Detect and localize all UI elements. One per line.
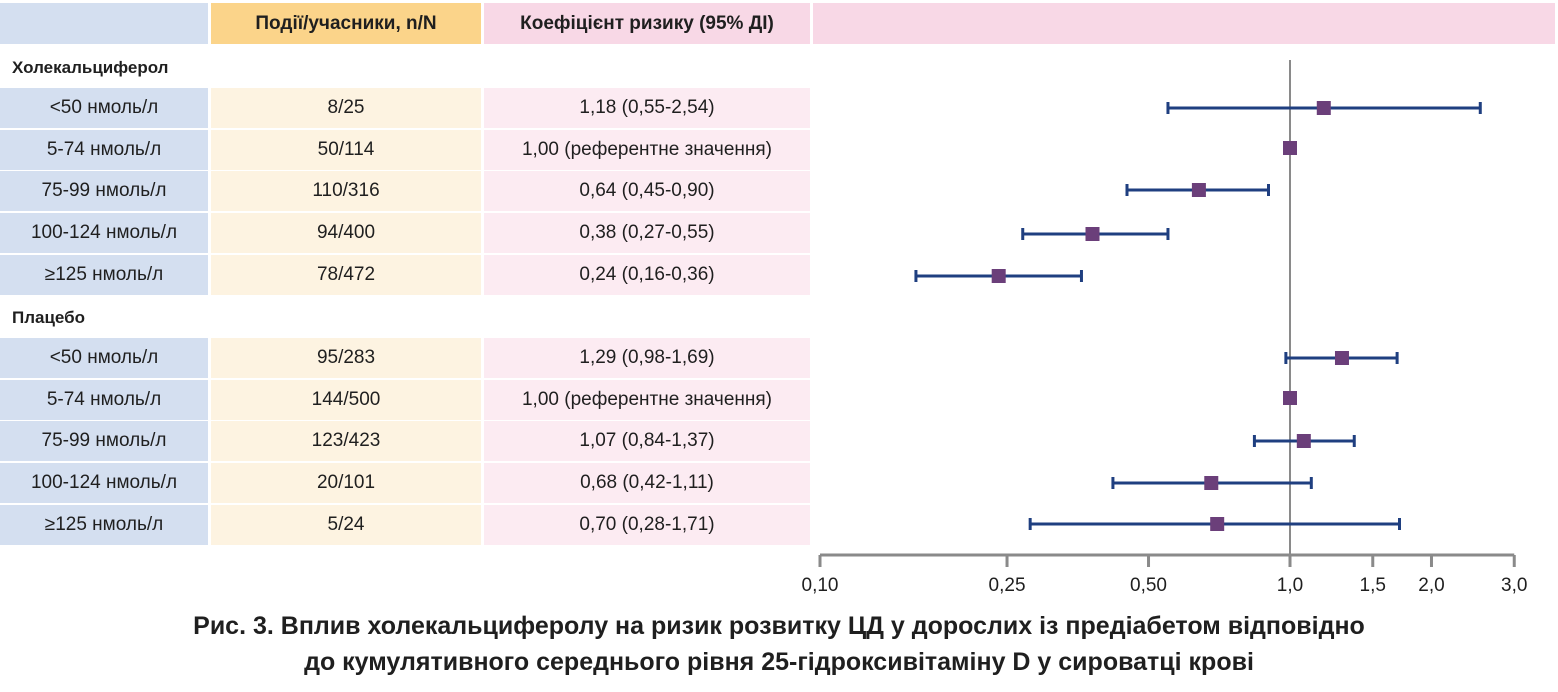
row-label: 5-74 нмоль/л (0, 380, 208, 420)
row-label: 100-124 нмоль/л (0, 463, 208, 503)
x-tick-label: 0,10 (802, 575, 839, 596)
header-plot-area (813, 3, 1555, 44)
point-estimate-marker (1296, 434, 1311, 448)
row-hazard-ratio: 1,00 (референтне значення) (484, 380, 810, 420)
row-hazard-ratio: 1,18 (0,55-2,54) (484, 88, 810, 128)
row-events: 94/400 (211, 213, 481, 253)
row-events: 50/114 (211, 130, 481, 170)
row-hazard-ratio: 0,68 (0,42-1,11) (484, 463, 810, 503)
group-label-cholecalciferol: Холекальциферол (12, 58, 169, 77)
point-estimate-marker (1334, 351, 1349, 365)
header-events: Події/учасники, n/N (211, 3, 481, 44)
row-hazard-ratio: 0,38 (0,27-0,55) (484, 213, 810, 253)
row-hazard-ratio: 0,24 (0,16-0,36) (484, 255, 810, 295)
row-hazard-ratio: 1,00 (референтне значення) (484, 130, 810, 170)
point-estimate-marker (991, 269, 1006, 283)
x-tick-label: 2,0 (1418, 575, 1444, 596)
row-events: 8/25 (211, 88, 481, 128)
row-events: 110/316 (211, 171, 481, 211)
point-estimate-marker (1191, 183, 1206, 197)
row-label: 75-99 нмоль/л (0, 171, 208, 211)
x-tick-label: 0,50 (1130, 575, 1167, 596)
x-tick-label: 1,0 (1277, 575, 1303, 596)
group-label-placebo: Плацебо (12, 308, 86, 327)
row-label: ≥125 нмоль/л (0, 255, 208, 295)
row-label: ≥125 нмоль/л (0, 505, 208, 545)
row-label: <50 нмоль/л (0, 88, 208, 128)
row-label: 100-124 нмоль/л (0, 213, 208, 253)
row-hazard-ratio: 1,29 (0,98-1,69) (484, 338, 810, 378)
point-estimate-marker (1316, 101, 1331, 115)
row-events: 95/283 (211, 338, 481, 378)
x-tick-label: 0,25 (989, 575, 1026, 596)
row-events: 5/24 (211, 505, 481, 545)
point-estimate-marker (1210, 517, 1225, 531)
row-label: 75-99 нмоль/л (0, 421, 208, 461)
figure-caption-line-2: до кумулятивного середнього рівня 25-гід… (304, 648, 1254, 676)
row-events: 144/500 (211, 380, 481, 420)
point-estimate-marker (1204, 476, 1219, 490)
row-hazard-ratio: 0,64 (0,45-0,90) (484, 171, 810, 211)
forest-plot: 0,10 0,25 0,50 1,0 1,5 2,0 3,0 (802, 60, 1527, 596)
header-hazard-ratio: Коефіцієнт ризику (95% ДІ) (484, 3, 810, 44)
row-label: <50 нмоль/л (0, 338, 208, 378)
row-hazard-ratio: 1,07 (0,84-1,37) (484, 421, 810, 461)
point-estimate-marker (1283, 141, 1297, 155)
row-label: 5-74 нмоль/л (0, 130, 208, 170)
x-tick-label: 1,5 (1360, 575, 1386, 596)
header-empty-cell (0, 3, 208, 44)
row-events: 20/101 (211, 463, 481, 503)
point-estimate-marker (1283, 391, 1297, 405)
x-tick-label: 3,0 (1501, 575, 1527, 596)
row-events: 123/423 (211, 421, 481, 461)
row-hazard-ratio: 0,70 (0,28-1,71) (484, 505, 810, 545)
row-events: 78/472 (211, 255, 481, 295)
point-estimate-marker (1085, 227, 1100, 241)
figure-caption-line-1: Рис. 3. Вплив холекальциферолу на ризик … (193, 612, 1365, 640)
